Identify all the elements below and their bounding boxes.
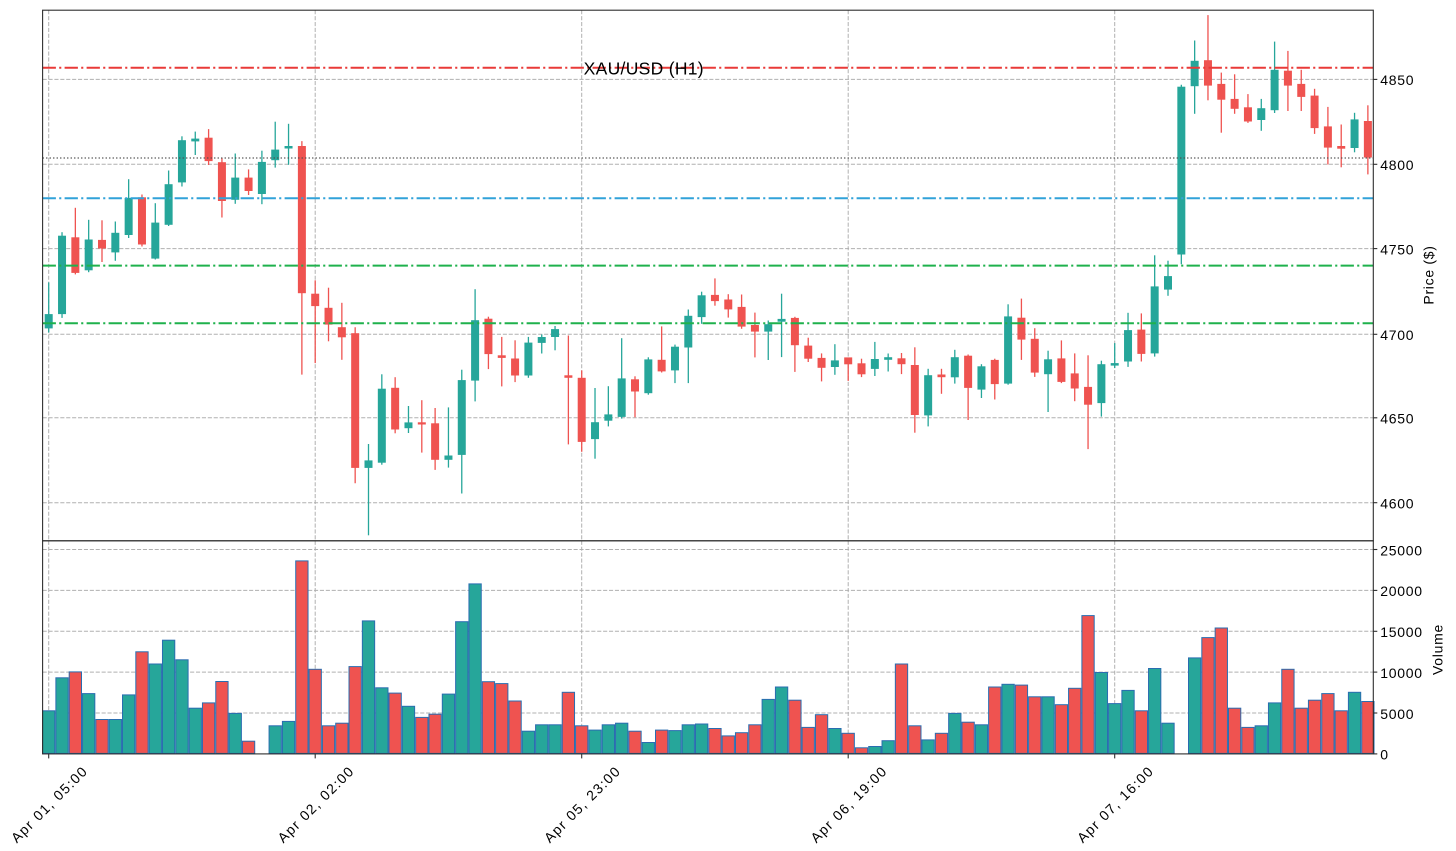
svg-text:4600: 4600 [1380,496,1414,512]
svg-text:25000: 25000 [1380,542,1422,558]
svg-text:4850: 4850 [1380,72,1414,88]
svg-text:4700: 4700 [1380,327,1414,343]
svg-text:Price ($): Price ($) [1421,245,1437,304]
svg-text:0: 0 [1380,747,1389,763]
svg-text:10000: 10000 [1380,665,1422,681]
svg-text:15000: 15000 [1380,624,1422,640]
svg-text:4800: 4800 [1380,157,1414,173]
svg-text:Volume: Volume [1430,624,1446,675]
svg-text:4650: 4650 [1380,411,1414,427]
svg-text:XAU/USD (H1): XAU/USD (H1) [584,59,704,79]
svg-text:4750: 4750 [1380,241,1414,257]
svg-text:5000: 5000 [1380,706,1414,722]
svg-text:20000: 20000 [1380,583,1422,599]
